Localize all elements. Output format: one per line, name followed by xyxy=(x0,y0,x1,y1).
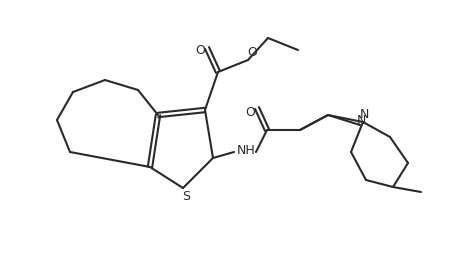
Text: O: O xyxy=(195,45,205,58)
Text: N: N xyxy=(359,109,368,122)
Text: NH: NH xyxy=(236,144,255,157)
Text: O: O xyxy=(245,106,255,119)
Text: N: N xyxy=(356,113,366,127)
Text: O: O xyxy=(247,46,257,59)
Text: S: S xyxy=(182,191,190,204)
